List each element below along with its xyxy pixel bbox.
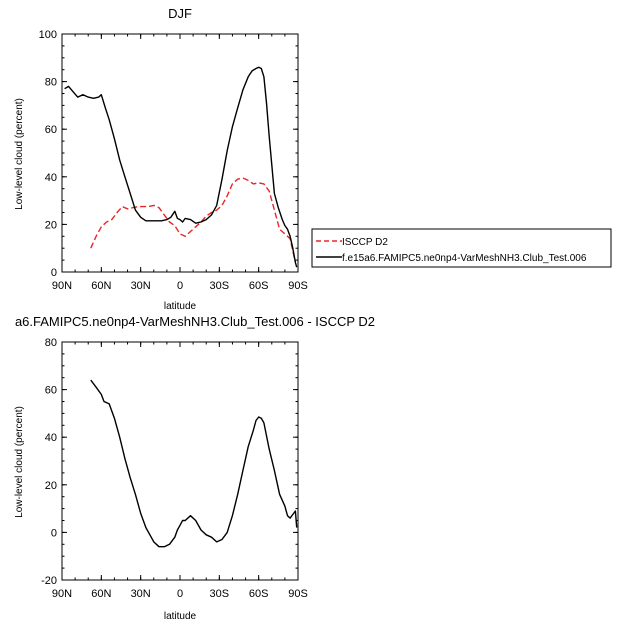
- x-tick-label: 60S: [249, 280, 269, 292]
- y-tick-label: 0: [51, 267, 57, 279]
- x-tick-label: 90N: [52, 588, 72, 600]
- chart-title: DJF: [168, 6, 192, 21]
- y-tick-label: 60: [45, 124, 57, 136]
- series-line-0: [90, 379, 298, 548]
- x-tick-label: 0: [177, 588, 183, 600]
- panel-difference: a6.FAMIPC5.ne0np4-VarMeshNH3.Club_Test.0…: [14, 314, 375, 622]
- y-axis-label: Low-level cloud (percent): [14, 98, 25, 210]
- y-tick-label: 80: [45, 77, 57, 89]
- x-axis-label: latitude: [164, 301, 197, 312]
- y-tick-label: 80: [45, 337, 57, 349]
- series-line-1: [64, 66, 298, 268]
- x-tick-label: 30N: [131, 588, 151, 600]
- x-tick-label: 90N: [52, 280, 72, 292]
- series-line-0: [90, 177, 297, 263]
- plot-frame: [61, 33, 299, 273]
- y-tick-label: -20: [41, 575, 57, 587]
- chart-title: a6.FAMIPC5.ne0np4-VarMeshNH3.Club_Test.0…: [15, 314, 375, 329]
- plot-area: 0 20 40 60 80 100 90N 60N 30N 0 30S 60S 90S: [39, 29, 308, 292]
- x-axis-label: latitude: [164, 611, 197, 622]
- y-tick-label: 40: [45, 172, 57, 184]
- y-tick-label: 20: [45, 219, 57, 231]
- y-axis-label: Low-level cloud (percent): [14, 406, 25, 518]
- y-tick-label: 20: [45, 480, 57, 492]
- x-tick-label: 0: [177, 280, 183, 292]
- plot-frame: [61, 341, 299, 581]
- legend: ISCCP D2 f.e15a6.FAMIPC5.ne0np4-VarMeshN…: [311, 228, 612, 268]
- y-tick-label: 60: [45, 385, 57, 397]
- x-tick-label: 30N: [131, 280, 151, 292]
- x-tick-label: 60N: [91, 280, 111, 292]
- x-tick-label: 90S: [288, 280, 308, 292]
- x-tick-label: 30S: [210, 280, 230, 292]
- x-tick-label: 90S: [288, 588, 308, 600]
- legend-box: [311, 228, 612, 268]
- plot-area: -20 0 20 40 60 80 90N 60N 30N 0 30S 60S 90S: [41, 337, 308, 600]
- panel-djf: DJF 0 20 40 60 80 100 90N 60N 30N 0 30S 60S 90S lati…: [14, 6, 308, 312]
- y-tick-label: 0: [51, 527, 57, 539]
- x-tick-label: 60N: [91, 588, 111, 600]
- y-tick-label: 40: [45, 432, 57, 444]
- x-tick-label: 60S: [249, 588, 269, 600]
- legend-entry-isccp: ISCCP D2: [342, 237, 388, 248]
- legend-entry-model: f.e15a6.FAMIPC5.ne0np4-VarMeshNH3.Club_T…: [342, 253, 587, 264]
- y-tick-label: 100: [39, 29, 57, 41]
- x-tick-label: 30S: [210, 588, 230, 600]
